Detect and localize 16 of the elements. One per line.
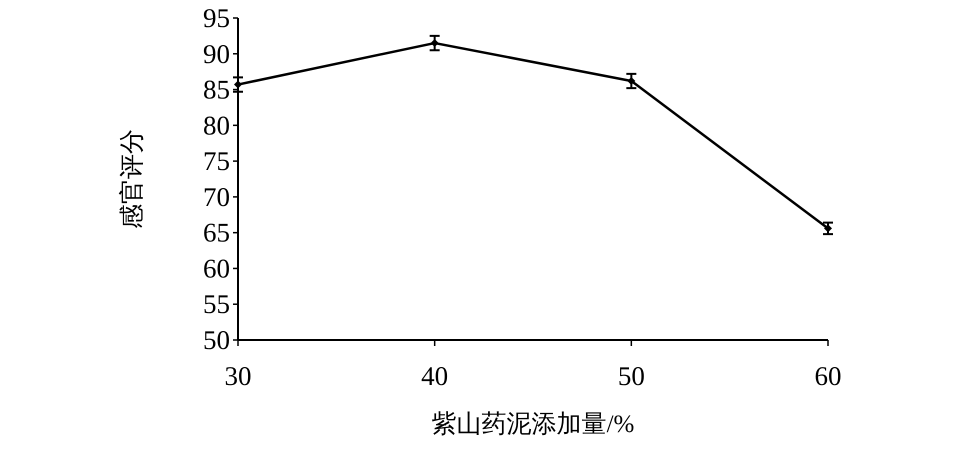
y-tick-label: 70: [203, 182, 230, 212]
y-tick-label: 90: [203, 38, 230, 69]
x-axis-title: 紫山药泥添加量/%: [432, 411, 634, 438]
y-tick-label: 55: [203, 289, 230, 320]
x-tick-label: 50: [618, 361, 645, 391]
y-tick-label: 80: [203, 110, 230, 140]
x-tick-label: 30: [224, 361, 252, 391]
y-tick-label: 95: [203, 3, 230, 33]
y-tick-label: 60: [203, 253, 230, 284]
y-tick-label: 65: [203, 218, 230, 248]
x-tick-label: 40: [421, 361, 448, 391]
y-tick-label: 75: [203, 146, 230, 176]
y-tick-label: 85: [203, 74, 230, 105]
y-tick-label: 50: [203, 325, 230, 355]
y-axis-title: 感官评分: [118, 129, 146, 229]
x-tick-label: 60: [814, 361, 842, 391]
